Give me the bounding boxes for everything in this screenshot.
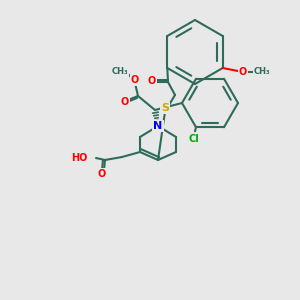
Text: S: S — [161, 103, 169, 113]
Text: Cl: Cl — [189, 134, 200, 144]
Text: O: O — [239, 67, 247, 77]
Text: O: O — [98, 169, 106, 179]
Text: N: N — [153, 121, 163, 131]
Text: CH₃: CH₃ — [254, 68, 270, 76]
Text: HO: HO — [72, 153, 88, 163]
Text: O: O — [131, 75, 139, 85]
Text: CH₃: CH₃ — [112, 68, 128, 76]
Text: O: O — [121, 97, 129, 107]
Text: O: O — [148, 76, 156, 86]
